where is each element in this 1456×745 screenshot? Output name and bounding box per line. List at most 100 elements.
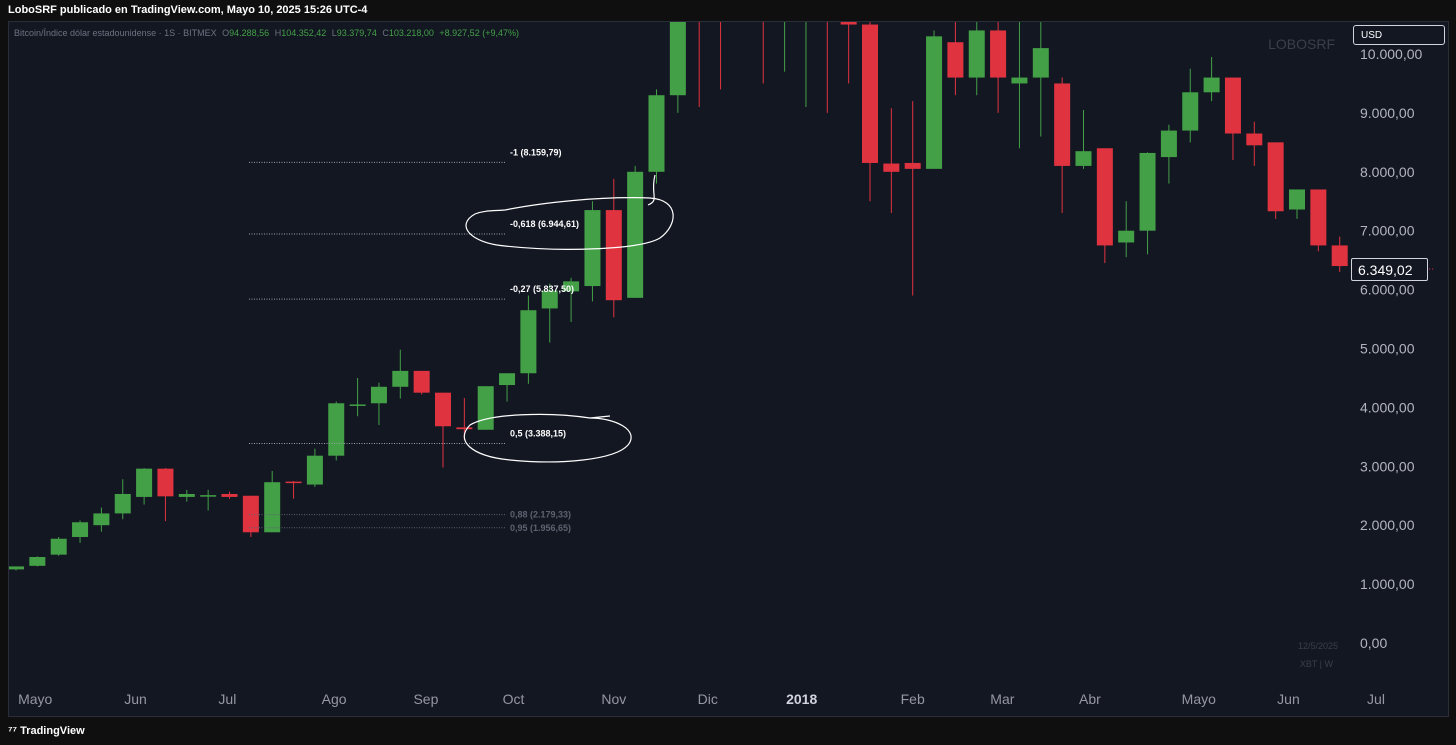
x-tick-label: Mar [990, 691, 1014, 707]
candle-body [584, 210, 601, 287]
candle-body [1032, 48, 1049, 78]
candle [648, 89, 665, 184]
candle [1331, 236, 1348, 272]
candle-body [392, 370, 409, 387]
x-tick-label: Jul [218, 691, 236, 707]
candle [1139, 152, 1156, 255]
currency-button[interactable]: USD [1353, 25, 1445, 45]
candle-body [477, 386, 494, 430]
x-tick-label: Mayo [18, 691, 52, 707]
candle [1203, 56, 1220, 102]
candle-body [370, 386, 387, 404]
candle-body [9, 566, 24, 570]
candle-body [840, 22, 857, 25]
footer: ⁷⁷ TradingView [0, 718, 1456, 745]
candle [734, 0, 750, 7]
candle [904, 101, 921, 296]
chart-panel[interactable] [8, 21, 1449, 717]
legend-open-label: O [222, 28, 229, 38]
candle-body [435, 392, 451, 427]
y-tick-label: 8.000,00 [1360, 164, 1415, 180]
candle-body [221, 493, 238, 497]
candle-body [1160, 130, 1177, 158]
candles-group [9, 0, 1348, 571]
candle [392, 349, 409, 399]
candle [306, 448, 323, 487]
candle [178, 489, 195, 502]
x-tick-label: Abr [1079, 691, 1101, 707]
x-tick-label: Dic [698, 691, 718, 707]
chart-legend: Bitcoin/Índice dólar estadounidense · 1S… [14, 28, 519, 38]
legend-high-label: H [275, 28, 282, 38]
y-tick-label: 3.000,00 [1360, 458, 1415, 474]
bottom-date: 12/5/2025 [1298, 641, 1338, 651]
candle [114, 479, 131, 520]
x-tick-label: Ago [322, 691, 347, 707]
y-tick-label: 4.000,00 [1360, 399, 1415, 415]
candle [242, 495, 259, 537]
candle-body [1289, 189, 1305, 210]
y-tick-label: 5.000,00 [1360, 341, 1415, 357]
fib-label: -1 (8.159,79) [510, 147, 562, 157]
candle-body [926, 36, 943, 169]
last-price-badge: 6.349,02 [1351, 258, 1428, 281]
candle-body [862, 24, 878, 163]
candle [1289, 189, 1305, 219]
candle-body [1224, 77, 1241, 134]
candle [669, 22, 686, 113]
candle [50, 536, 67, 556]
x-tick-label: Feb [901, 691, 925, 707]
tradingview-logo[interactable]: ⁷⁷ TradingView [8, 725, 85, 737]
candle-body [242, 495, 259, 533]
highlight-ellipse-upper[interactable] [465, 197, 674, 250]
candle-body [563, 281, 580, 292]
y-tick-label: 1.000,00 [1360, 576, 1415, 592]
candle [840, 22, 857, 84]
candle [826, 22, 828, 113]
candle-body [456, 427, 473, 430]
candle [136, 468, 153, 505]
candle [435, 392, 451, 468]
x-tick-label: Mayo [1182, 691, 1216, 707]
candle-body [1011, 77, 1028, 84]
candle [349, 377, 366, 417]
y-axis[interactable]: 0,00 1.000,00 2.000,00 3.000,00 4.000,00 5.00… [1360, 46, 1422, 651]
y-tick-label: 6.000,00 [1360, 282, 1415, 298]
candle [264, 471, 281, 533]
top-bar: LoboSRF publicado en TradingView.com, Ma… [0, 0, 1456, 22]
candle-body [499, 373, 516, 386]
candle [370, 382, 387, 426]
fib-label: -0,618 (6.944,61) [510, 219, 579, 229]
candle [285, 481, 302, 499]
candle [72, 520, 89, 543]
candle [9, 566, 24, 571]
candle [413, 370, 430, 395]
candle [1160, 124, 1177, 184]
x-axis[interactable]: Mayo Jun Jul Ago Sep Oct Nov Dic 2018 Feb Mar Abr Ma… [18, 691, 1385, 707]
candle [926, 30, 943, 169]
highlight-ellipse-lower[interactable] [463, 413, 632, 463]
candle-body [1310, 189, 1327, 246]
legend-high: 104.352,42 [281, 28, 326, 38]
candle [1032, 22, 1049, 137]
x-tick-label: Jun [124, 691, 147, 707]
legend-close: 103.218,00 [389, 28, 434, 38]
candle-body [285, 481, 302, 484]
bottom-interval: XBT | W [1300, 659, 1334, 669]
candle [477, 386, 494, 430]
candle-body [627, 171, 644, 298]
candle-body [50, 538, 67, 555]
candle [762, 22, 764, 84]
candle [584, 201, 601, 302]
y-tick-label: 2.000,00 [1360, 517, 1415, 533]
candle [883, 108, 900, 214]
y-tick-label: 9.000,00 [1360, 105, 1415, 121]
fib-label: 0,5 (3.388,15) [510, 428, 566, 438]
candle [720, 22, 722, 90]
candle-body [1139, 152, 1156, 231]
candle [157, 468, 174, 522]
candle-body [114, 493, 131, 514]
candle [947, 22, 964, 96]
candle [1267, 142, 1284, 219]
